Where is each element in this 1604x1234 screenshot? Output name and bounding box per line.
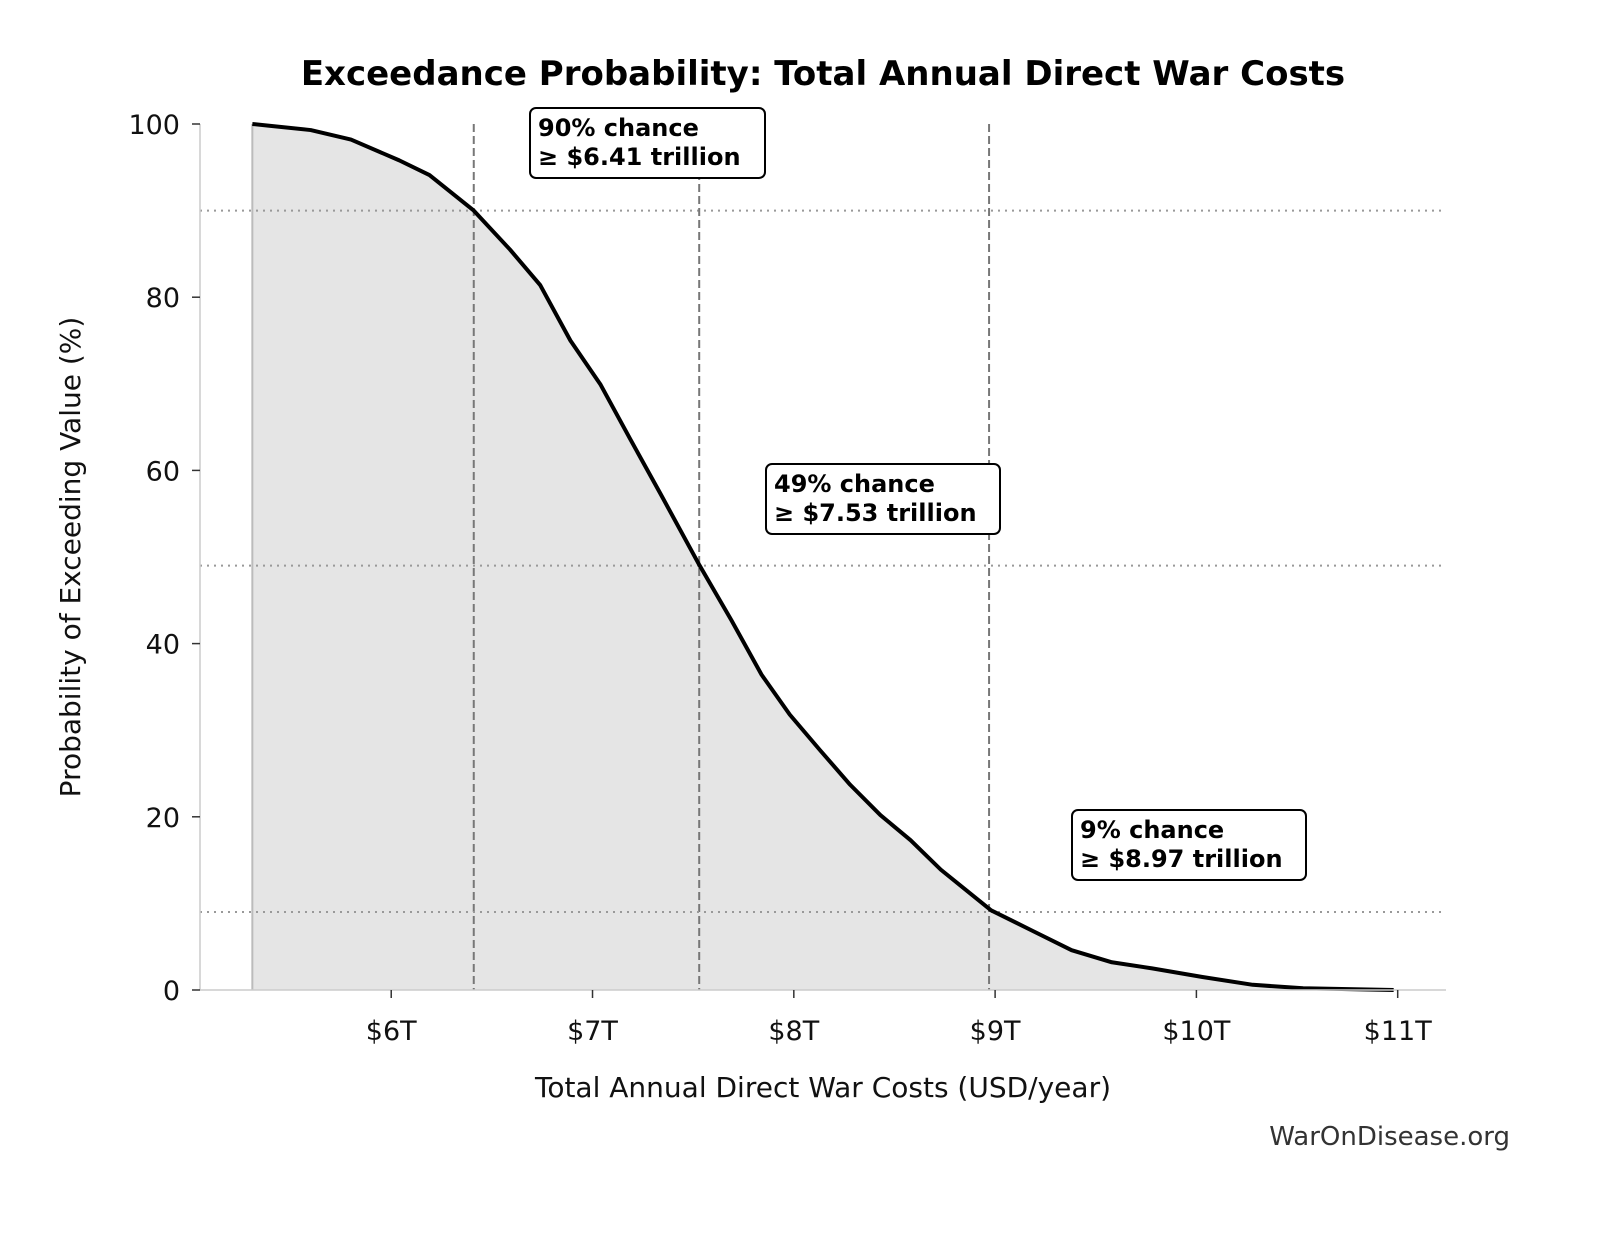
y-tick-label: 100 — [128, 110, 180, 141]
annotation-line1: 9% chance — [1080, 816, 1224, 844]
annotation-box-2: 9% chance≥ $8.97 trillion — [1071, 809, 1307, 881]
watermark: WarOnDisease.org — [1269, 1122, 1510, 1152]
x-tick-label: $10T — [1162, 1016, 1231, 1047]
exceedance-curve — [252, 122, 1394, 992]
x-tick-label: $11T — [1364, 1016, 1433, 1047]
y-tick-label: 40 — [146, 630, 180, 661]
x-axis-label: Total Annual Direct War Costs (USD/year) — [534, 1071, 1111, 1104]
annotation-line1: 49% chance — [774, 470, 935, 498]
x-tick-label: $7T — [567, 1016, 618, 1047]
annotation-line1: 90% chance — [538, 114, 699, 142]
annotation-line2: ≥ $8.97 trillion — [1080, 845, 1283, 873]
x-tick-label: $8T — [768, 1016, 819, 1047]
annotation-line2: ≥ $6.41 trillion — [538, 143, 741, 171]
annotation-box-0: 90% chance≥ $6.41 trillion — [529, 107, 766, 179]
annotation-frame — [529, 107, 766, 179]
annotation-box-1: 49% chance≥ $7.53 trillion — [765, 463, 1001, 535]
x-tick-label: $9T — [970, 1016, 1021, 1047]
y-tick-label: 60 — [146, 456, 180, 487]
annotation-frame — [1071, 809, 1307, 881]
plot-area: $6T $7T $8T $9T $10T $11T 0 20 40 60 80 100 90% chan… — [128, 107, 1446, 1047]
chart-title: Exceedance Probability: Total Annual Dir… — [301, 54, 1345, 94]
y-tick-label: 20 — [146, 803, 180, 834]
annotation-line2: ≥ $7.53 trillion — [774, 499, 977, 527]
y-tick-label: 0 — [163, 976, 180, 1007]
annotation-frame — [765, 463, 1001, 535]
area-fill — [252, 124, 1394, 990]
y-axis-label: Probability of Exceeding Value (%) — [54, 317, 87, 798]
y-tick-label: 80 — [146, 283, 180, 314]
x-tick-label: $6T — [366, 1016, 417, 1047]
